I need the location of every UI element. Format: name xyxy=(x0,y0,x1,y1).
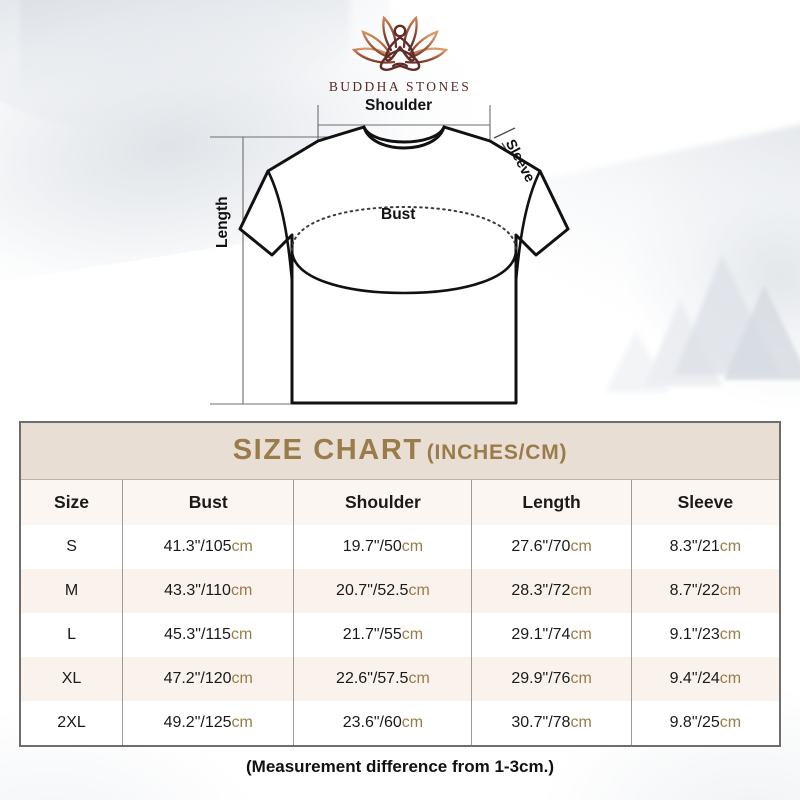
value-unit: cm xyxy=(231,714,253,731)
value-unit: cm xyxy=(408,670,430,687)
table-row: M 43.3"/110cm 20.7"/52.5cm 28.3"/72cm 8.… xyxy=(21,569,779,613)
value-unit: cm xyxy=(570,670,592,687)
table-row: XL 47.2"/120cm 22.6"/57.5cm 29.9"/76cm 9… xyxy=(21,657,779,701)
measurement-disclaimer: (Measurement difference from 1-3cm.) xyxy=(246,757,554,776)
value-inches: 9.8"/25 xyxy=(669,714,720,731)
value-unit: cm xyxy=(408,582,430,599)
cell-bust: 47.2"/120cm xyxy=(122,657,294,701)
col-header-sleeve: Sleeve xyxy=(630,480,779,525)
cell-sleeve: 8.7"/22cm xyxy=(630,569,779,613)
value-inches: 27.6"/70 xyxy=(511,538,571,555)
value-unit: cm xyxy=(570,714,592,731)
cell-sleeve: 9.4"/24cm xyxy=(630,657,779,701)
value-inches: 22.6"/57.5 xyxy=(336,670,409,687)
value-unit: cm xyxy=(401,714,424,731)
cell-bust: 49.2"/125cm xyxy=(122,701,294,745)
value-unit: cm xyxy=(719,714,742,731)
cell-size: XL xyxy=(21,657,123,701)
cell-length: 27.6"/70cm xyxy=(471,525,632,569)
col-header-size: Size xyxy=(21,480,123,525)
cell-bust: 41.3"/105cm xyxy=(122,525,294,569)
table-row: S 41.3"/105cm 19.7"/50cm 27.6"/70cm 8.3"… xyxy=(21,525,779,569)
value-inches: 9.4"/24 xyxy=(669,670,720,687)
cell-length: 29.9"/76cm xyxy=(471,657,632,701)
value-inches: 20.7"/52.5 xyxy=(336,582,409,599)
bust-dimension-label: Bust xyxy=(381,206,416,223)
value-unit: cm xyxy=(231,670,253,687)
value-inches: 23.6"/60 xyxy=(342,714,402,731)
value-unit: cm xyxy=(719,582,742,599)
value-unit: cm xyxy=(230,626,253,643)
cell-sleeve: 9.8"/25cm xyxy=(630,701,779,745)
tshirt-measurement-diagram: Shoulder Bust Length Sleeve xyxy=(0,95,800,425)
value-unit: cm xyxy=(401,538,424,555)
cell-bust: 45.3"/115cm xyxy=(122,613,294,657)
cell-bust: 43.3"/110cm xyxy=(122,569,294,613)
value-inches: 29.1"/74 xyxy=(511,626,571,643)
shoulder-dimension-label: Shoulder xyxy=(365,97,433,114)
size-chart-title-band: SIZE CHART (INCHES/CM) xyxy=(21,423,779,480)
cell-length: 30.7"/78cm xyxy=(471,701,632,745)
value-inches: 8.3"/21 xyxy=(669,538,720,555)
size-table-head: Size Bust Shoulder Length Sleeve xyxy=(21,480,779,525)
size-chart-title: SIZE CHART xyxy=(232,434,423,466)
table-row: L 45.3"/115cm 21.7"/55cm 29.1"/74cm 9.1"… xyxy=(21,613,779,657)
sleeve-tick-top xyxy=(493,127,516,139)
value-inches: 45.3"/115 xyxy=(164,626,231,643)
cell-shoulder: 21.7"/55cm xyxy=(293,613,472,657)
cell-size: L xyxy=(21,613,123,657)
cell-size: M xyxy=(21,569,123,613)
cell-size: 2XL xyxy=(21,701,123,745)
value-inches: 21.7"/55 xyxy=(342,626,402,643)
value-inches: 9.1"/23 xyxy=(669,626,720,643)
value-unit: cm xyxy=(719,626,742,643)
lotus-meditation-icon xyxy=(351,15,449,71)
value-inches: 28.3"/72 xyxy=(511,582,571,599)
value-inches: 47.2"/120 xyxy=(163,670,232,687)
col-header-shoulder: Shoulder xyxy=(293,480,472,525)
value-unit: cm xyxy=(719,538,742,555)
value-inches: 49.2"/125 xyxy=(163,714,232,731)
value-inches: 41.3"/105 xyxy=(163,538,232,555)
cell-sleeve: 8.3"/21cm xyxy=(630,525,779,569)
size-chart-title-units: (INCHES/CM) xyxy=(426,441,568,464)
value-inches: 43.3"/110 xyxy=(164,582,231,599)
cell-shoulder: 22.6"/57.5cm xyxy=(293,657,472,701)
size-chart-table: Size Bust Shoulder Length Sleeve S 41.3"… xyxy=(21,480,779,745)
cell-sleeve: 9.1"/23cm xyxy=(630,613,779,657)
table-row: 2XL 49.2"/125cm 23.6"/60cm 30.7"/78cm 9.… xyxy=(21,701,779,745)
col-header-bust: Bust xyxy=(122,480,294,525)
length-dimension-label: Length xyxy=(214,196,231,248)
value-inches: 30.7"/78 xyxy=(511,714,571,731)
size-chart-card: SIZE CHART (INCHES/CM) Size Bust Shoulder… xyxy=(19,421,781,747)
cell-length: 28.3"/72cm xyxy=(471,569,632,613)
value-unit: cm xyxy=(570,626,592,643)
value-inches: 8.7"/22 xyxy=(669,582,720,599)
brand-wordmark: BUDDHA STONES xyxy=(328,79,472,94)
value-unit: cm xyxy=(230,582,253,599)
value-unit: cm xyxy=(719,670,742,687)
col-header-length: Length xyxy=(471,480,632,525)
cell-shoulder: 23.6"/60cm xyxy=(293,701,472,745)
size-table-header-row: Size Bust Shoulder Length Sleeve xyxy=(21,480,779,525)
tshirt-diagram-svg xyxy=(210,105,570,405)
size-table-body: S 41.3"/105cm 19.7"/50cm 27.6"/70cm 8.3"… xyxy=(21,525,779,745)
cell-length: 29.1"/74cm xyxy=(471,613,632,657)
cell-shoulder: 19.7"/50cm xyxy=(293,525,472,569)
value-unit: cm xyxy=(570,538,592,555)
cell-size: S xyxy=(21,525,123,569)
value-unit: cm xyxy=(570,582,592,599)
value-inches: 29.9"/76 xyxy=(511,670,571,687)
brand-logo: BUDDHA STONES xyxy=(0,14,800,95)
value-unit: cm xyxy=(231,538,253,555)
value-inches: 19.7"/50 xyxy=(342,538,402,555)
value-unit: cm xyxy=(401,626,424,643)
cell-shoulder: 20.7"/52.5cm xyxy=(293,569,472,613)
